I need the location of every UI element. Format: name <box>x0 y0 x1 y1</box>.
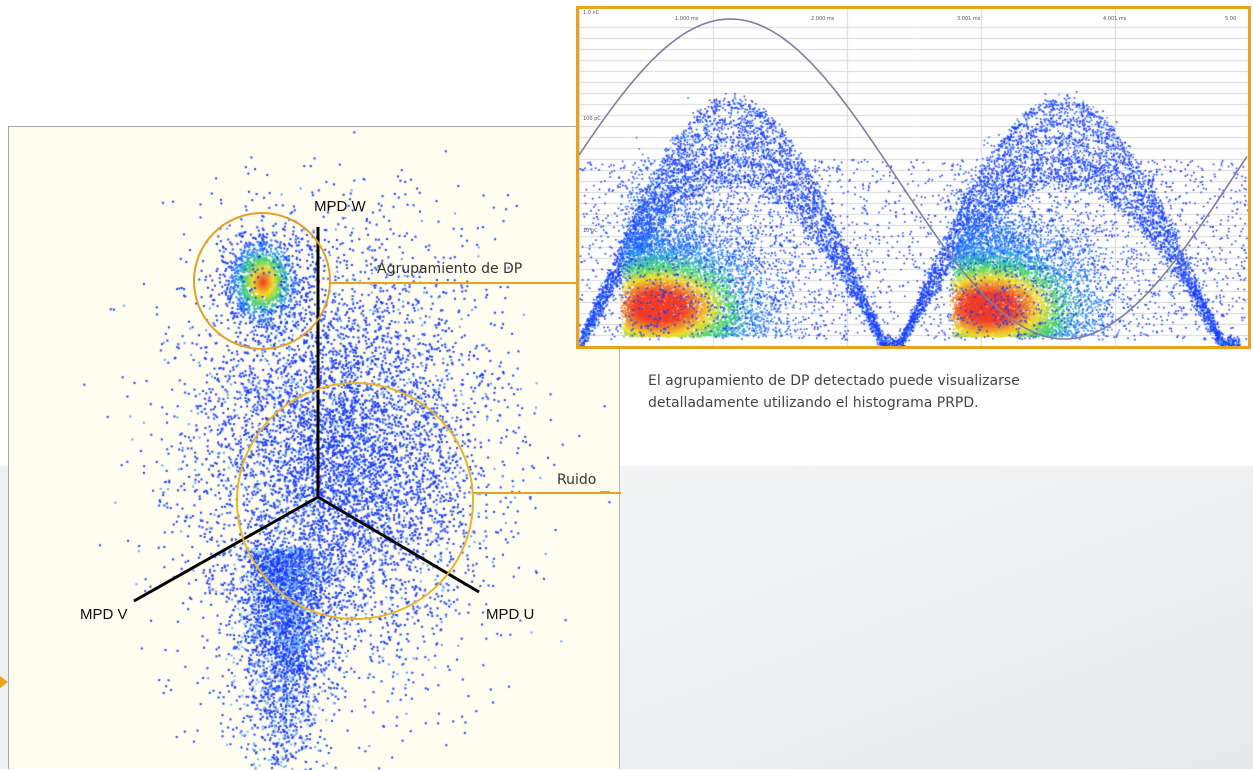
prpd-caption: El agrupamiento de DP detectado puede vi… <box>648 373 1020 411</box>
prpd-top-tick: 2.000 ms <box>811 16 835 22</box>
prpd-top-tick: 3.001 ms <box>957 16 981 22</box>
prpd-left-tick: 1.0 nC <box>583 10 600 16</box>
prpd-left-tick: 10 pC <box>583 228 598 234</box>
star-diagram-panel <box>8 126 621 770</box>
axis-v-line <box>133 495 319 603</box>
axis-u-line <box>317 495 480 594</box>
noise-leader-ext <box>600 491 610 493</box>
pd-cluster-label: Agrupamiento de DP <box>377 261 523 277</box>
prpd-density-plot <box>579 9 1248 346</box>
prpd-left-tick: 100 pC <box>583 116 601 122</box>
star-diagram-overlay <box>133 212 621 620</box>
prpd-top-tick: 5.00 <box>1225 16 1237 22</box>
axis-u-label: MPD U <box>486 606 535 623</box>
prpd-overlay <box>579 18 1248 340</box>
prpd-histogram: 1.000 ms 2.000 ms 3.001 ms 4.001 ms 5.00… <box>576 6 1251 349</box>
axis-v-label: MPD V <box>80 606 128 623</box>
background-panel <box>620 466 1253 769</box>
star-diagram-scatter <box>9 127 621 770</box>
prpd-sine-reference <box>579 18 1248 340</box>
pd-cluster-circle <box>193 212 331 350</box>
axis-w-label: MPD W <box>314 198 366 215</box>
background-strip <box>0 466 10 769</box>
arrow-icon <box>0 676 8 688</box>
prpd-top-tick: 4.001 ms <box>1103 16 1127 22</box>
noise-label: Ruido <box>557 472 597 488</box>
noise-circle <box>236 382 474 620</box>
prpd-top-tick: 1.000 ms <box>675 16 699 22</box>
